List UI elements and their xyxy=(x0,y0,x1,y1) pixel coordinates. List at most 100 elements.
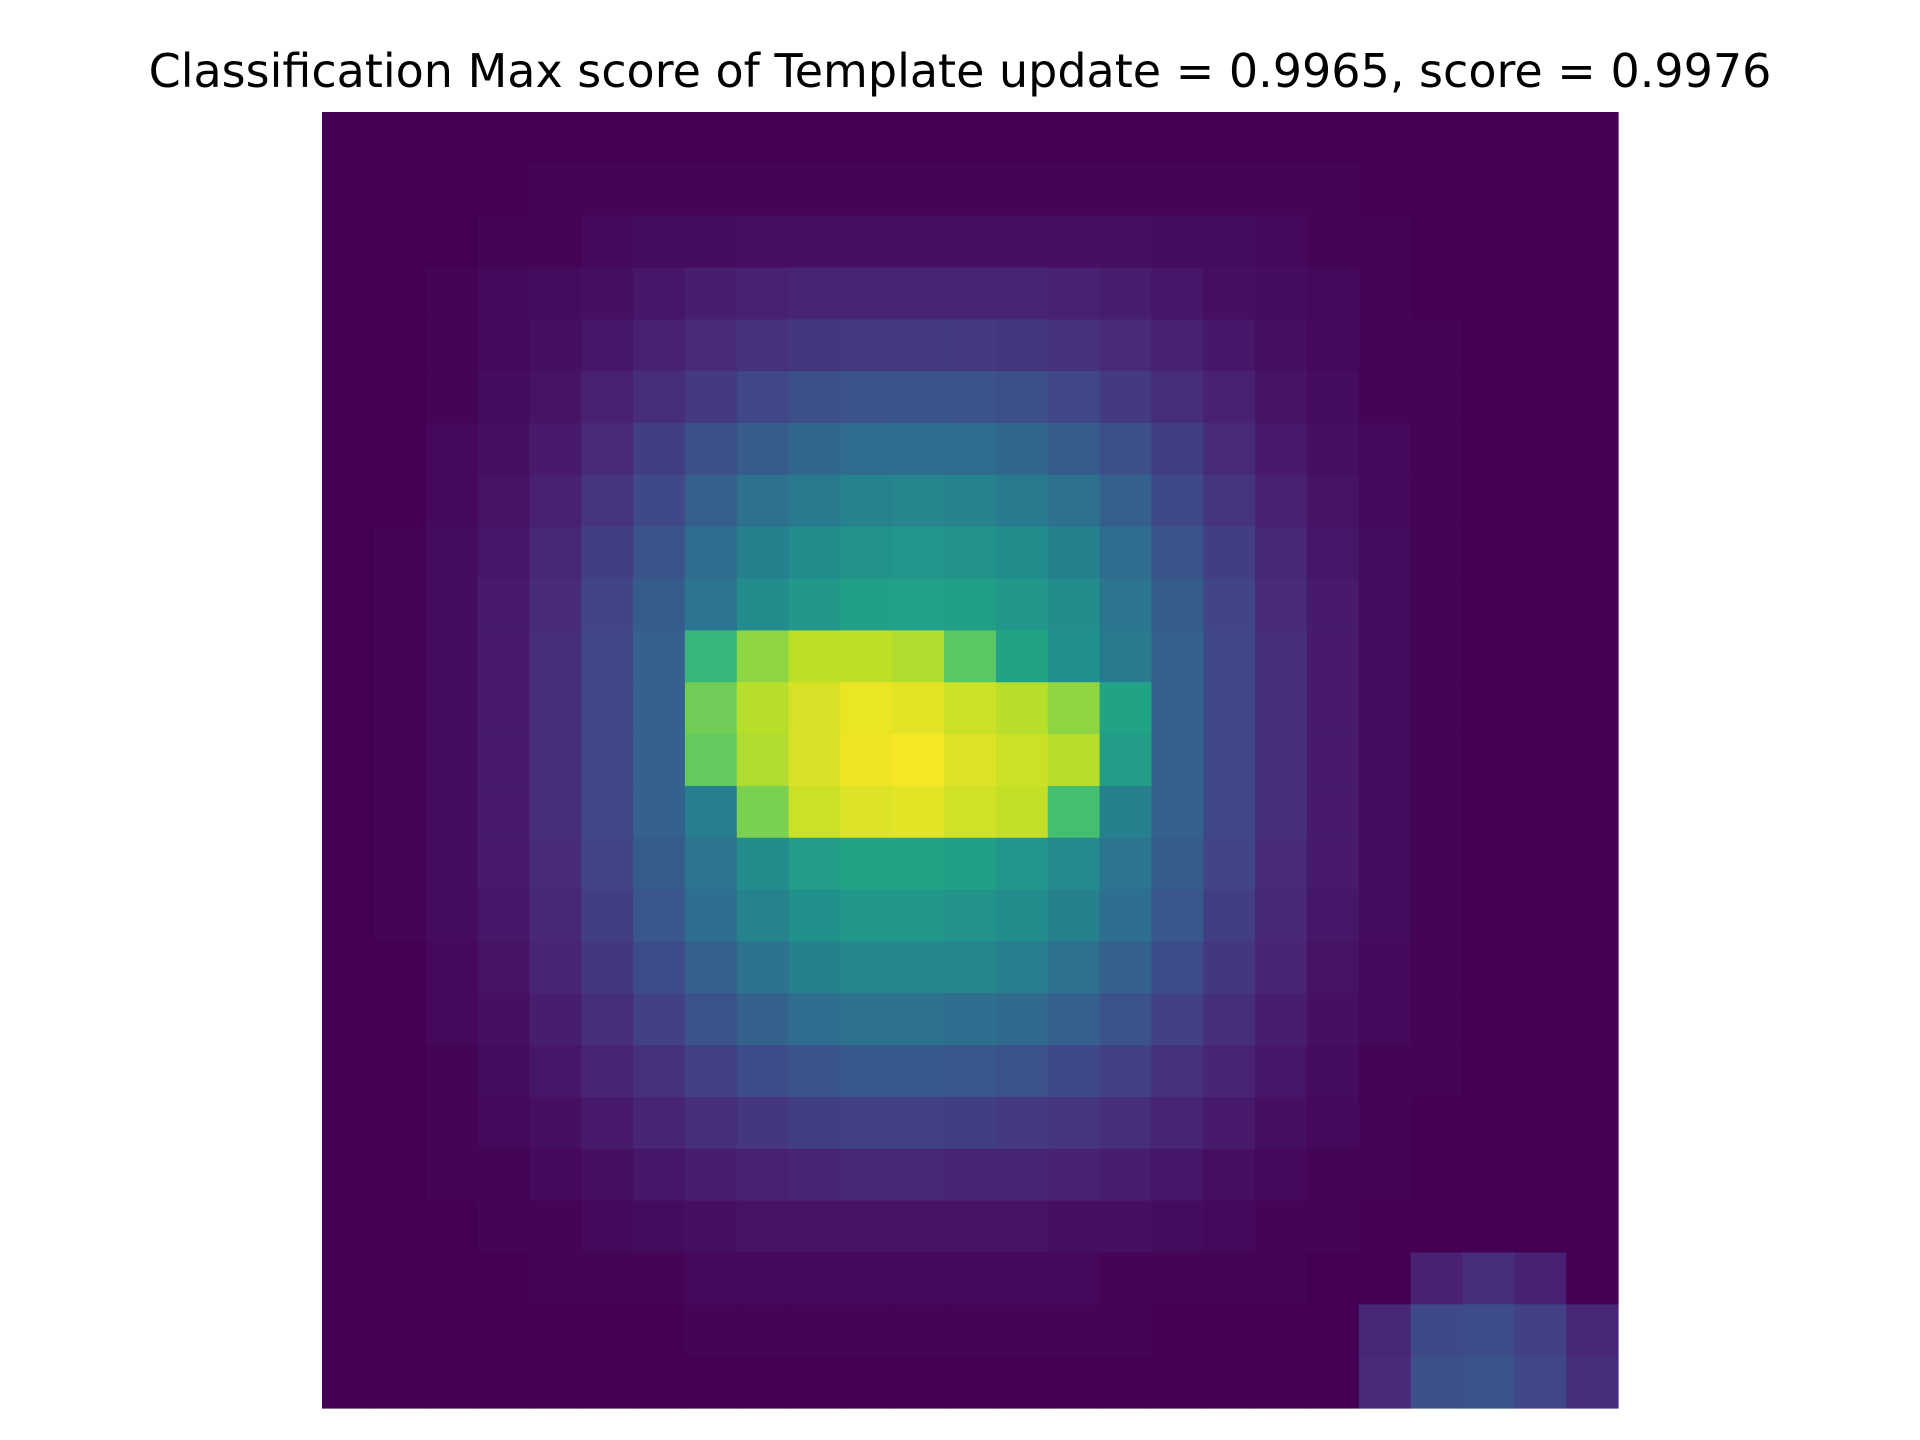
heatmap-cell-r18-c11 xyxy=(892,1045,945,1098)
heatmap-cell-r3-c23 xyxy=(1514,267,1567,320)
heatmap-cell-r14-c21 xyxy=(1410,837,1464,891)
heatmap-cell-r0-c13 xyxy=(995,112,1049,165)
heatmap-cell-r3-c15 xyxy=(1099,267,1153,320)
heatmap-cell-r2-c2 xyxy=(425,215,479,269)
heatmap-cell-r8-c22 xyxy=(1462,526,1515,580)
heatmap-cell-r18-c18 xyxy=(1255,1045,1308,1098)
heatmap-cell-r16-c6 xyxy=(633,941,686,994)
heatmap-cell-r1-c11 xyxy=(892,163,945,217)
heatmap-cell-r3-c3 xyxy=(477,267,530,320)
heatmap-cell-r1-c21 xyxy=(1410,163,1464,217)
heatmap-cell-r16-c5 xyxy=(581,941,634,994)
heatmap-cell-r7-c7 xyxy=(684,474,738,528)
heatmap-cell-r2-c7 xyxy=(684,215,738,269)
heatmap-cell-r16-c24 xyxy=(1566,941,1619,994)
heatmap-cell-r13-c21 xyxy=(1410,785,1464,839)
heatmap-cell-r3-c4 xyxy=(529,267,582,320)
heatmap-cell-r1-c7 xyxy=(684,163,738,217)
heatmap-cell-r0-c12 xyxy=(944,112,997,165)
heatmap-cell-r22-c9 xyxy=(788,1252,841,1305)
heatmap-cell-r7-c10 xyxy=(840,474,893,528)
heatmap-cell-r21-c15 xyxy=(1099,1200,1153,1254)
heatmap-cell-r24-c16 xyxy=(1151,1356,1204,1409)
heatmap-cell-r14-c7 xyxy=(684,837,738,891)
heatmap-cell-r15-c12 xyxy=(944,889,997,943)
heatmap-cell-r6-c14 xyxy=(1047,423,1101,476)
heatmap-cell-r12-c7 xyxy=(684,734,738,787)
heatmap-cell-r4-c14 xyxy=(1047,319,1101,372)
heatmap-cell-r15-c3 xyxy=(477,889,530,943)
heatmap-cell-r19-c4 xyxy=(529,1096,582,1150)
heatmap-cell-r22-c12 xyxy=(944,1252,997,1305)
heatmap-cell-r14-c10 xyxy=(840,837,893,891)
heatmap-cell-r3-c0 xyxy=(322,267,375,320)
heatmap-cell-r10-c2 xyxy=(425,630,479,683)
heatmap-cell-r22-c15 xyxy=(1099,1252,1153,1305)
heatmap-cell-r7-c2 xyxy=(425,474,479,528)
heatmap-cell-r21-c23 xyxy=(1514,1200,1567,1254)
heatmap-cell-r24-c22 xyxy=(1462,1356,1515,1409)
heatmap-cell-r13-c0 xyxy=(322,785,375,839)
heatmap-cell-r18-c22 xyxy=(1462,1045,1515,1098)
heatmap-cell-r2-c17 xyxy=(1203,215,1256,269)
heatmap-cell-r7-c9 xyxy=(788,474,841,528)
heatmap-cell-r24-c24 xyxy=(1566,1356,1619,1409)
heatmap-cell-r5-c19 xyxy=(1306,371,1360,424)
heatmap-cell-r15-c14 xyxy=(1047,889,1101,943)
heatmap-cell-r14-c9 xyxy=(788,837,841,891)
heatmap-cell-r5-c3 xyxy=(477,371,530,424)
heatmap-cell-r14-c8 xyxy=(736,837,790,891)
heatmap-cell-r10-c21 xyxy=(1410,630,1464,683)
heatmap-cell-r9-c19 xyxy=(1306,578,1360,631)
heatmap-cell-r19-c19 xyxy=(1306,1096,1360,1150)
heatmap-cell-r11-c20 xyxy=(1358,682,1412,735)
heatmap-cell-r12-c9 xyxy=(788,734,841,787)
heatmap-cell-r24-c10 xyxy=(840,1356,893,1409)
heatmap-cell-r6-c24 xyxy=(1566,423,1619,476)
heatmap-cell-r2-c5 xyxy=(581,215,634,269)
heatmap-cell-r7-c21 xyxy=(1410,474,1464,528)
heatmap-cell-r12-c16 xyxy=(1151,734,1204,787)
heatmap-cell-r13-c12 xyxy=(944,785,997,839)
heatmap-cell-r0-c6 xyxy=(633,112,686,165)
heatmap-cell-r8-c9 xyxy=(788,526,841,580)
heatmap-cell-r20-c11 xyxy=(892,1148,945,1202)
heatmap-cell-r6-c21 xyxy=(1410,423,1464,476)
heatmap-cell-r4-c11 xyxy=(892,319,945,372)
heatmap-cell-r16-c18 xyxy=(1255,941,1308,994)
heatmap-cell-r0-c8 xyxy=(736,112,790,165)
heatmap-cell-r11-c23 xyxy=(1514,682,1567,735)
heatmap-cell-r12-c15 xyxy=(1099,734,1153,787)
heatmap-cell-r7-c14 xyxy=(1047,474,1101,528)
heatmap-cell-r22-c13 xyxy=(995,1252,1049,1305)
heatmap-cell-r5-c13 xyxy=(995,371,1049,424)
heatmap-cell-r7-c15 xyxy=(1099,474,1153,528)
heatmap-cell-r6-c17 xyxy=(1203,423,1256,476)
heatmap-cell-r4-c13 xyxy=(995,319,1049,372)
heatmap-cell-r20-c0 xyxy=(322,1148,375,1202)
heatmap-cell-r11-c7 xyxy=(684,682,738,735)
heatmap-cell-r2-c3 xyxy=(477,215,530,269)
heatmap-cell-r1-c10 xyxy=(840,163,893,217)
heatmap-cell-r0-c21 xyxy=(1410,112,1464,165)
heatmap-cell-r23-c12 xyxy=(944,1304,997,1357)
heatmap-cell-r18-c3 xyxy=(477,1045,530,1098)
heatmap-cell-r0-c1 xyxy=(373,112,427,165)
heatmap-cell-r17-c13 xyxy=(995,993,1049,1046)
heatmap-cell-r13-c11 xyxy=(892,785,945,839)
heatmap-cell-r15-c13 xyxy=(995,889,1049,943)
heatmap-cell-r0-c0 xyxy=(322,112,375,165)
heatmap-cell-r10-c5 xyxy=(581,630,634,683)
heatmap-cell-r6-c2 xyxy=(425,423,479,476)
heatmap-cell-r1-c15 xyxy=(1099,163,1153,217)
heatmap-cell-r12-c0 xyxy=(322,734,375,787)
heatmap-cell-r23-c19 xyxy=(1306,1304,1360,1357)
heatmap-cell-r17-c8 xyxy=(736,993,790,1046)
heatmap-cell-r8-c24 xyxy=(1566,526,1619,580)
heatmap-cell-r14-c1 xyxy=(373,837,427,891)
heatmap-cell-r20-c17 xyxy=(1203,1148,1256,1202)
heatmap-cell-r16-c4 xyxy=(529,941,582,994)
heatmap-cell-r3-c1 xyxy=(373,267,427,320)
heatmap-cell-r19-c5 xyxy=(581,1096,634,1150)
